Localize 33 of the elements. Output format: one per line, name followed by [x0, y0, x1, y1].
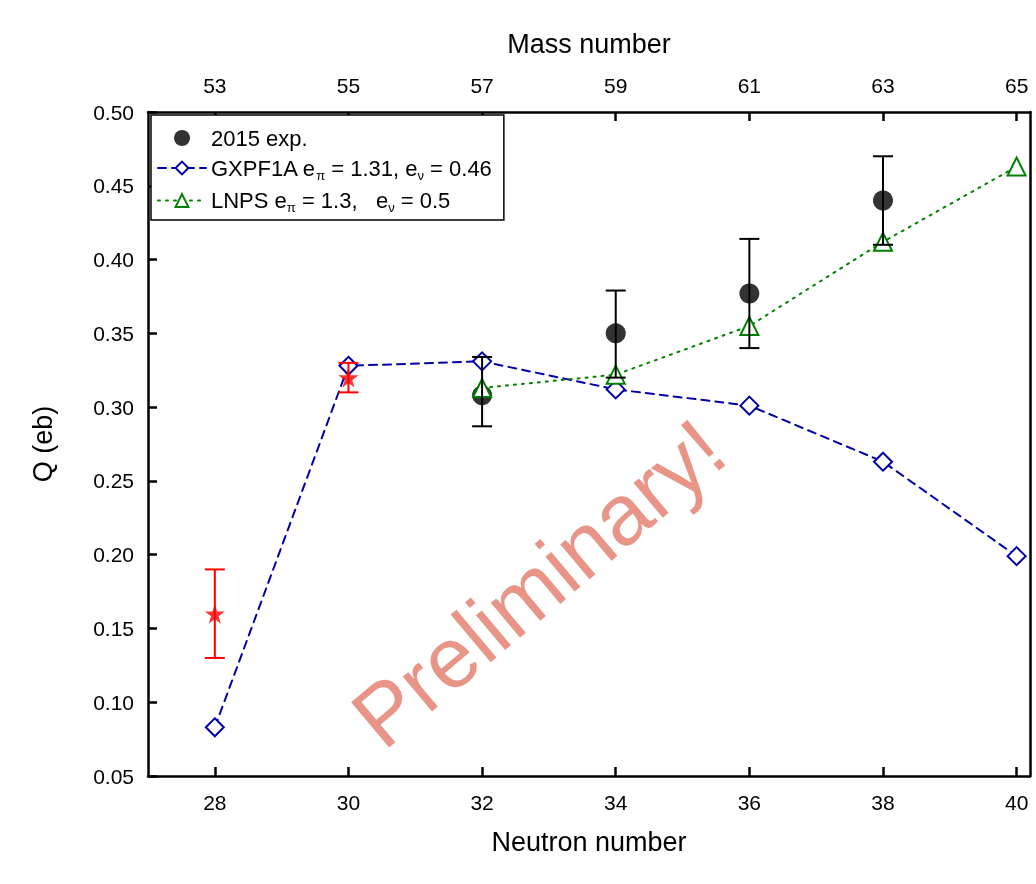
- x-tick-label: 40: [1004, 791, 1029, 814]
- point: [204, 717, 225, 738]
- x2-tick-label: 53: [203, 74, 227, 97]
- x2-tick-label: 59: [604, 74, 628, 97]
- y-tick-label: 0.45: [93, 174, 134, 198]
- x-tick-label: 34: [604, 791, 628, 814]
- x-tick-label: 38: [871, 791, 895, 814]
- x-axis-title: Neutron number: [491, 826, 687, 857]
- y-tick-label: 0.15: [93, 616, 134, 640]
- y-tick-label: 0.20: [93, 543, 134, 567]
- x-tick-label: 36: [737, 791, 762, 814]
- y-tick-label: 0.30: [93, 395, 134, 419]
- y-tick-label: 0.25: [93, 469, 134, 493]
- x2-tick-label: 65: [1004, 74, 1029, 97]
- point: [739, 395, 760, 416]
- point: [873, 451, 893, 472]
- y-tick-label: 0.40: [93, 248, 134, 272]
- x2-tick-label: 57: [470, 74, 494, 97]
- x-tick-label: 28: [203, 791, 227, 814]
- x-tick-label: 32: [470, 791, 494, 814]
- x-tick-label: 30: [336, 791, 361, 814]
- x2-axis-title: Mass number: [507, 28, 671, 59]
- y-tick-label: 0.35: [93, 321, 134, 345]
- point: [1006, 156, 1027, 177]
- y-tick-label: 0.10: [93, 690, 134, 714]
- y-tick-label: 0.05: [93, 764, 134, 788]
- y-tick-label: 0.50: [93, 100, 134, 124]
- x2-tick-label: 61: [737, 74, 762, 97]
- legend-label: 2015 exp.: [211, 125, 308, 151]
- y-axis-title: Q (eb): [27, 405, 58, 483]
- point: [1006, 546, 1027, 567]
- x2-tick-label: 55: [336, 74, 361, 97]
- x2-tick-label: 63: [871, 74, 895, 97]
